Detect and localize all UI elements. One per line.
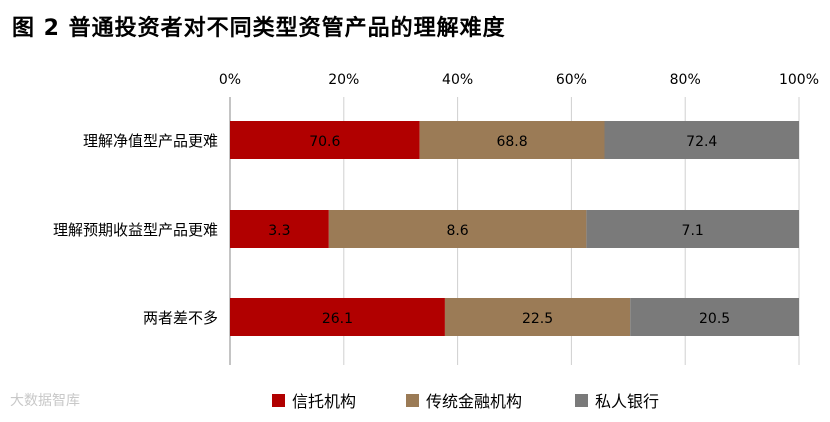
x-tick-label: 40% [442,72,473,88]
category-label: 理解预期收益型产品更难 [53,221,218,239]
legend-swatch [272,394,285,407]
data-label: 72.4 [686,134,717,150]
x-tick-label: 20% [328,72,359,88]
x-tick-label: 60% [556,72,587,88]
data-label: 22.5 [522,311,553,327]
x-tick-label: 80% [670,72,701,88]
legend-label: 传统金融机构 [426,392,522,411]
data-label: 3.3 [268,223,290,239]
data-label: 68.8 [496,134,527,150]
chart-title: 图 2 普通投资者对不同类型资管产品的理解难度 [12,16,506,41]
legend-swatch [406,394,419,407]
legend-swatch [575,394,588,407]
data-label: 70.6 [309,134,340,150]
data-label: 26.1 [322,311,353,327]
x-tick-label: 100% [779,72,819,88]
data-label: 8.6 [446,223,468,239]
bar-segment [630,298,799,336]
category-label: 两者差不多 [143,309,218,327]
bar-segment [230,210,329,248]
bar-segment [230,121,420,159]
data-label: 7.1 [682,223,704,239]
legend-label: 私人银行 [595,392,659,411]
bar-segment [230,298,445,336]
category-label: 理解净值型产品更难 [83,132,218,150]
bar-segment [328,210,587,248]
bar-segment [604,121,799,159]
bar-segment [444,298,631,336]
bar-segment [419,121,605,159]
data-label: 20.5 [699,311,730,327]
bar-segment [586,210,799,248]
x-tick-label: 0% [219,72,241,88]
watermark-text: 大数据智库 [10,393,80,409]
legend-label: 信托机构 [292,392,356,411]
